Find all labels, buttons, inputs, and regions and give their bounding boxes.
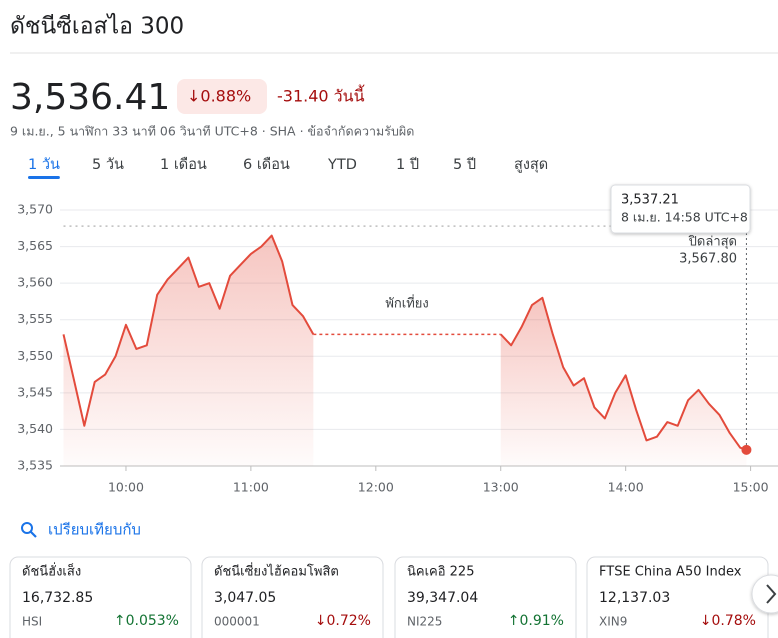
range-tab[interactable]: 1 ปี [396, 156, 419, 173]
stock-card[interactable]: นิคเคอิ 225 39,347.04 NI225 ↑0.91% [394, 556, 577, 638]
range-tab[interactable]: 6 เดือน [243, 156, 290, 173]
next-button[interactable] [751, 574, 778, 614]
card-code: XIN9 [599, 615, 627, 629]
card-price: 3,047.05 [214, 590, 276, 606]
price-line [500, 296, 747, 451]
y-tick-label: 3,540 [17, 421, 53, 436]
tooltip-value: 3,537.21 [621, 193, 679, 208]
chart: 3,535 3,540 3,545 3,550 3,555 3,560 3,565 3,570… [17, 184, 778, 495]
tab-underline [28, 176, 60, 179]
subline: 9 เม.ย., 5 นาฬิกา 33 นาที 06 วินาที UTC+… [10, 124, 414, 139]
title: ดัชนีซีเอสไอ 300 [10, 13, 184, 40]
card-frame [394, 556, 577, 638]
card-code: 000001 [214, 615, 260, 629]
search-icon [21, 522, 33, 534]
card-change: ↓0.78% [700, 613, 756, 629]
x-tick-label: 13:00 [483, 480, 519, 495]
card-name: FTSE China A50 Index [599, 565, 742, 580]
range-tab[interactable]: 1 วัน [28, 157, 60, 173]
x-tick-label: 15:00 [733, 480, 769, 495]
y-tick-label: 3,560 [17, 275, 53, 290]
card-price: 16,732.85 [22, 590, 93, 606]
card-change: ↓0.72% [315, 613, 371, 629]
card-name: ดัชนีฮั่งเส็ง [22, 562, 81, 580]
cards: ดัชนีฮั่งเส็ง 16,732.85 HSI ↑0.053% ดัชนีเซี… [9, 556, 769, 638]
card-code: NI225 [407, 615, 442, 629]
stock-card[interactable]: FTSE China A50 Index 12,137.03 XIN9 ↓0.78% [586, 556, 769, 638]
y-tick-label: 3,535 [17, 458, 53, 473]
tooltip [610, 184, 751, 234]
last-point [741, 444, 752, 455]
change-badge [177, 79, 267, 114]
y-tick-label: 3,570 [17, 202, 53, 217]
tooltip-time: 8 เม.ย. 14:58 UTC+8 [621, 210, 748, 225]
x-tick-label: 11:00 [233, 480, 269, 495]
previous-close-label: ปิดล่าสุด [688, 235, 737, 250]
card-code: HSI [22, 615, 42, 629]
x-tick-label: 10:00 [108, 480, 144, 495]
card-name: นิคเคอิ 225 [407, 565, 474, 580]
change-today: -31.40 วันนี้ [277, 85, 365, 106]
range-tab[interactable]: 5 ปี [453, 156, 476, 173]
break-label: พักเที่ยง [385, 295, 428, 312]
card-change: ↑0.91% [508, 613, 564, 629]
card-frame [201, 556, 384, 638]
y-tick-label: 3,555 [17, 311, 53, 326]
search-icon-handle [30, 531, 37, 538]
range-tab[interactable]: 5 วัน [92, 157, 124, 173]
next-chevron [766, 584, 777, 604]
y-tick-label: 3,550 [17, 348, 53, 363]
price: 3,536.41 [10, 77, 170, 118]
area [500, 297, 747, 466]
card-price: 12,137.03 [599, 590, 670, 606]
stock-card[interactable]: ดัชนีเซี่ยงไฮ้คอมโพสิต 3,047.05 000001 ↓0.7… [201, 556, 384, 638]
range-tab[interactable]: 1 เดือน [160, 156, 207, 173]
stock-card[interactable]: ดัชนีฮั่งเส็ง 16,732.85 HSI ↑0.053% [9, 556, 192, 638]
change-percent: ↓0.88% [187, 87, 251, 106]
area [63, 235, 314, 466]
x-tick-label: 12:00 [358, 480, 394, 495]
card-price: 39,347.04 [407, 590, 478, 606]
range-tab[interactable]: สูงสุด [514, 157, 548, 173]
card-name: ดัชนีเซี่ยงไฮ้คอมโพสิต [214, 563, 339, 580]
y-tick-label: 3,565 [17, 238, 53, 253]
y-tick-label: 3,545 [17, 384, 53, 399]
x-tick-label: 14:00 [608, 480, 644, 495]
range-tab[interactable]: YTD [327, 157, 357, 173]
card-frame [9, 556, 192, 638]
previous-close-value: 3,567.80 [679, 252, 737, 267]
range-tabs: 1 วัน 5 วัน 1 เดือน 6 เดือน YTD 1 ปี 5 ปี สูงสุ… [28, 156, 548, 179]
card-change: ↑0.053% [114, 613, 179, 629]
compare[interactable]: เปรียบเทียบกับ [21, 521, 141, 539]
compare-label[interactable]: เปรียบเทียบกับ [48, 521, 141, 539]
price-line [62, 234, 315, 427]
